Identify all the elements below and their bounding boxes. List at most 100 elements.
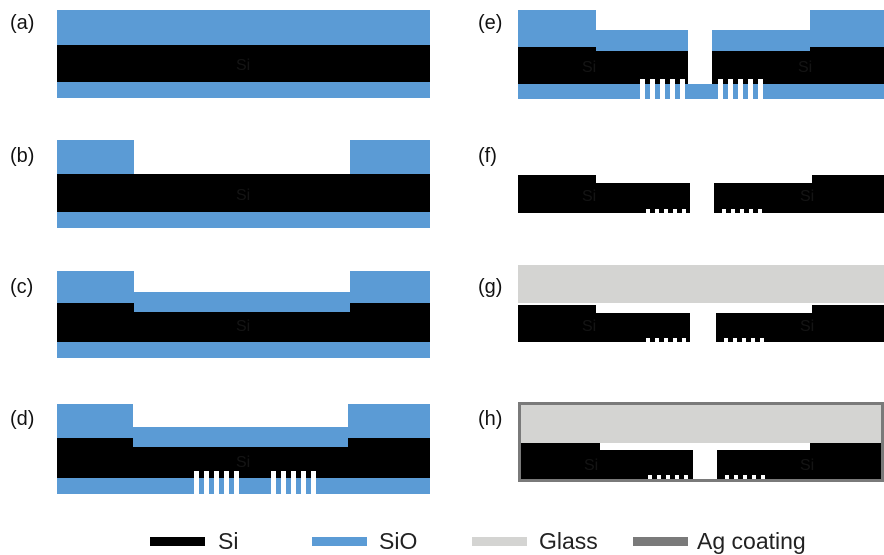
si-label-left: Si [582,59,596,76]
grating-slit [761,475,765,479]
grating-slit [752,475,756,479]
panel-b: (b) Si [10,140,430,228]
si-label: Si [236,454,250,471]
panel-g: (g) Si Si [478,265,884,342]
panel-d-label: (d) [10,408,34,430]
through-hole [693,443,717,479]
si-label-right: Si [798,59,812,76]
grating-slit [301,471,306,494]
panel-c-label: (c) [10,276,33,298]
si-thick-right [350,303,430,342]
grating-slit [728,79,733,99]
grating-slit [194,471,199,494]
si-recess-right [717,450,810,479]
grating-slit [234,471,239,494]
sio-top-layer [57,10,430,45]
sio-bottom-layer [57,478,430,494]
panel-c: (c) Si [10,271,430,358]
grating-slit [742,338,746,342]
si-thick-left [57,303,134,342]
sio-mask-left [57,404,133,438]
panel-g-label: (g) [478,276,502,298]
grating-slit [640,79,645,99]
sio-mask-left [518,10,596,47]
grating-slit [664,209,668,213]
grating-slit [740,209,744,213]
grating-slit [655,338,659,342]
grating-slit [751,338,755,342]
grating-slit [758,79,763,99]
sio-mask-left [57,271,134,303]
grating-slit [680,79,685,99]
grating-slit [664,338,668,342]
grating-slit [646,209,650,213]
legend-label-ag: Ag coating [697,528,806,554]
legend-swatch-sio [312,537,367,546]
grating-slit [657,475,661,479]
legend-label-si: Si [218,528,238,554]
grating-slit [291,471,296,494]
grating-slit [214,471,219,494]
grating-slit [734,475,738,479]
legend-swatch-si [150,537,205,546]
si-thick-right [812,305,884,342]
sio-mask-right [348,404,430,438]
panel-a: (a) Si [10,10,430,98]
grating-slit [204,471,209,494]
legend-label-glass: Glass [539,528,598,554]
sio-recess-layer [133,427,348,447]
grating-slit [758,209,762,213]
si-recess-left [600,450,693,479]
sio-recess-left [596,30,688,51]
panel-f: (f) Si Si [478,145,884,213]
grating-slit [738,79,743,99]
grating-slit [733,338,737,342]
grating-slit [718,79,723,99]
si-label: Si [236,57,250,74]
grating-slit [724,338,728,342]
legend-swatch-ag [633,537,688,546]
grating-slit [224,471,229,494]
panel-e-label: (e) [478,12,502,34]
grating-slit [731,209,735,213]
si-recess-right [716,313,812,342]
si-thick-right [348,438,430,478]
grating-slit [760,338,764,342]
si-thick-right [810,47,884,84]
legend-label-sio: SiO [379,528,417,554]
grating-slit [682,209,686,213]
grating-slit [660,79,665,99]
glass-layer [521,405,881,443]
panel-d: (d) Si [10,404,430,494]
panel-h: (h) Si Si [478,402,884,482]
glass-layer [518,265,884,303]
grating-slit [743,475,747,479]
grating-slit [684,475,688,479]
grating-slit [722,209,726,213]
panel-f-label: (f) [478,145,497,167]
grating-slit [673,338,677,342]
grating-slit [725,475,729,479]
grating-slit [646,338,650,342]
sio-mask-right [810,10,884,47]
si-thick-right [812,175,884,213]
si-label-left: Si [582,318,596,335]
grating-slit [648,475,652,479]
sio-bottom-layer [57,82,430,98]
grating-slit [666,475,670,479]
si-recess-left [596,183,690,213]
grating-slit [311,471,316,494]
legend: Si SiO Glass Ag coating [150,528,806,554]
grating-slit [748,79,753,99]
grating-slit [670,79,675,99]
grating-slit [682,338,686,342]
grating-slit [749,209,753,213]
grating-slit [675,475,679,479]
si-label-left: Si [584,457,598,474]
si-recess-left [596,313,690,342]
sio-bottom-layer [518,84,884,99]
grating-slit [271,471,276,494]
sio-recess-layer [134,292,350,312]
sio-bottom-layer [57,212,430,228]
panel-b-label: (b) [10,145,34,167]
